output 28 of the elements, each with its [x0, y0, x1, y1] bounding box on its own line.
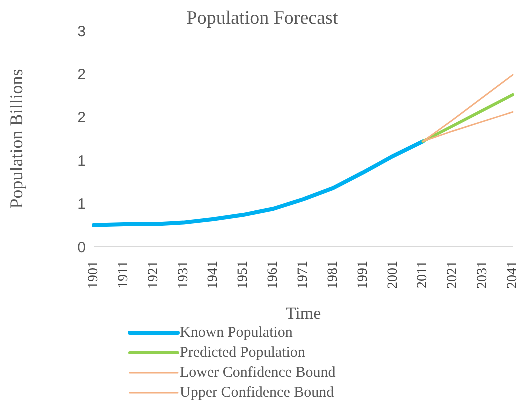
x-tick-label: 1901	[86, 261, 102, 289]
x-tick-label: 2001	[386, 261, 401, 289]
x-tick-label: 1921	[146, 261, 162, 289]
x-tick-label: 2021	[446, 261, 461, 289]
y-tick-label: 3	[78, 23, 86, 40]
x-tick-label: 1981	[326, 261, 341, 289]
x-tick-label: 1911	[116, 261, 132, 288]
x-tick-label: 1961	[266, 261, 282, 289]
x-tick-label: 2041	[506, 261, 520, 289]
x-tick-label: 1991	[356, 261, 371, 289]
x-tick-label: 2011	[416, 261, 431, 288]
y-tick-label: 2	[78, 110, 86, 127]
y-tick-label: 0	[78, 239, 86, 256]
y-tick-label: 1	[78, 196, 86, 214]
x-tick-label: 1941	[206, 261, 222, 289]
chart-title: Population Forecast	[186, 8, 338, 29]
y-tick-label: 2	[78, 66, 86, 84]
x-tick-label: 1971	[296, 261, 311, 289]
x-axis-title: Time	[286, 304, 322, 323]
y-axis-title: Population Billions	[6, 69, 26, 209]
legend-label: Known Population	[180, 324, 293, 343]
y-tick-label: 1	[78, 152, 86, 170]
x-tick-label: 2031	[476, 261, 491, 289]
legend-label: Lower Confidence Bound	[180, 364, 336, 383]
x-tick-label: 1951	[236, 261, 252, 289]
legend-label: Upper Confidence Bound	[180, 384, 334, 403]
legend-label: Predicted Population	[180, 344, 306, 363]
x-tick-label: 1931	[176, 261, 192, 289]
